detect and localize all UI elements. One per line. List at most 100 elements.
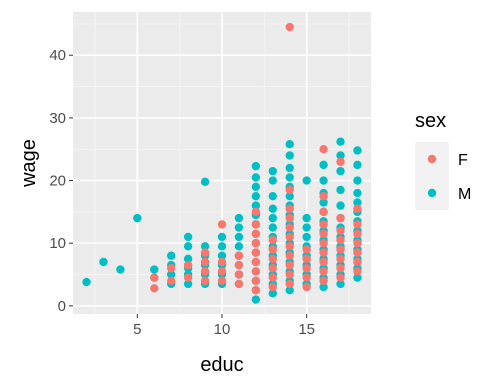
data-point-M — [183, 279, 193, 289]
data-point-M — [183, 254, 193, 264]
data-point-F — [319, 192, 328, 201]
data-point-M — [285, 285, 294, 295]
data-point-F — [285, 251, 294, 260]
data-point-F — [251, 207, 261, 217]
data-point-F — [251, 248, 261, 257]
x-tick-label: 10 — [214, 321, 231, 338]
data-point-M — [251, 295, 261, 304]
data-point-M — [251, 201, 261, 210]
data-point-F — [285, 270, 294, 279]
data-point-F — [183, 273, 193, 282]
data-point-F — [336, 273, 345, 282]
data-point-F — [285, 204, 294, 213]
data-point-M — [302, 176, 311, 185]
data-point-F — [285, 22, 294, 32]
data-point-F — [319, 238, 328, 248]
data-point-F — [319, 145, 328, 154]
data-point-M — [183, 232, 193, 242]
y-tick-label: 0 — [58, 298, 66, 315]
data-point-M — [336, 137, 345, 146]
data-point-M — [285, 173, 294, 182]
data-point-F — [336, 254, 345, 264]
legend-swatch-F — [427, 154, 437, 164]
data-point-F — [217, 220, 227, 229]
data-point-F — [217, 267, 227, 276]
data-point-M — [200, 242, 210, 251]
data-point-F — [200, 248, 210, 257]
data-point-M — [285, 163, 294, 173]
data-point-F — [200, 257, 210, 267]
data-point-F — [319, 207, 328, 217]
data-point-M — [319, 160, 328, 170]
legend-label-M: M — [458, 186, 471, 203]
data-point-F — [353, 257, 362, 267]
data-point-F — [302, 254, 311, 264]
major-gridlines — [73, 12, 371, 314]
data-point-M — [251, 161, 261, 171]
data-point-M — [302, 232, 311, 242]
data-point-M — [99, 257, 108, 267]
data-point-M — [217, 251, 227, 260]
data-point-M — [353, 273, 362, 282]
legend: sex FM — [415, 110, 471, 210]
data-point-F — [150, 284, 159, 293]
y-axis: 0 10 20 30 40 — [49, 47, 73, 315]
data-point-F — [268, 235, 277, 245]
legend-items: FM — [415, 142, 471, 210]
data-point-F — [285, 242, 294, 251]
data-point-F — [336, 213, 345, 223]
data-point-F — [285, 260, 294, 270]
data-point-M — [167, 270, 176, 279]
data-point-M — [302, 213, 311, 223]
data-point-M — [285, 192, 294, 201]
y-axis-title: wage — [18, 139, 40, 188]
data-point-M — [353, 146, 362, 155]
data-point-F — [319, 276, 328, 285]
data-point-F — [268, 282, 277, 292]
data-point-F — [251, 267, 261, 276]
data-point-F — [234, 279, 244, 289]
data-point-M — [336, 151, 345, 160]
legend-swatch-M — [427, 188, 437, 198]
data-point-M — [217, 242, 227, 251]
data-point-M — [150, 265, 159, 274]
data-point-M — [336, 201, 345, 210]
data-point-F — [251, 257, 261, 267]
data-point-M — [268, 213, 277, 223]
data-point-F — [251, 285, 261, 295]
legend-title: sex — [415, 110, 446, 132]
data-point-F — [285, 232, 294, 242]
data-point-M — [336, 279, 345, 289]
data-point-F — [234, 260, 244, 270]
data-point-F — [217, 276, 227, 285]
data-point-F — [336, 245, 345, 254]
data-point-M — [285, 140, 294, 149]
data-point-M — [234, 242, 244, 251]
data-points — [82, 22, 362, 304]
x-axis-title: educ — [200, 354, 243, 376]
data-point-F — [285, 213, 294, 223]
data-point-F — [251, 229, 261, 239]
y-tick-label: 30 — [49, 110, 66, 127]
data-point-F — [302, 282, 311, 292]
y-tick-label: 40 — [49, 47, 66, 64]
data-point-M — [353, 188, 362, 198]
data-point-F — [268, 273, 277, 282]
data-point-M — [336, 166, 345, 176]
data-point-M — [353, 160, 362, 170]
data-point-F — [200, 267, 210, 276]
data-point-M — [353, 176, 362, 185]
data-point-F — [319, 257, 328, 267]
data-point-F — [251, 276, 261, 285]
data-point-M — [353, 198, 362, 207]
data-point-F — [167, 264, 176, 273]
data-point-F — [268, 245, 277, 254]
data-point-M — [251, 173, 261, 182]
data-point-M — [234, 223, 244, 232]
data-point-M — [234, 232, 244, 242]
data-point-F — [353, 220, 362, 229]
data-point-M — [319, 176, 328, 185]
data-point-M — [268, 166, 277, 176]
data-point-F — [167, 276, 176, 285]
